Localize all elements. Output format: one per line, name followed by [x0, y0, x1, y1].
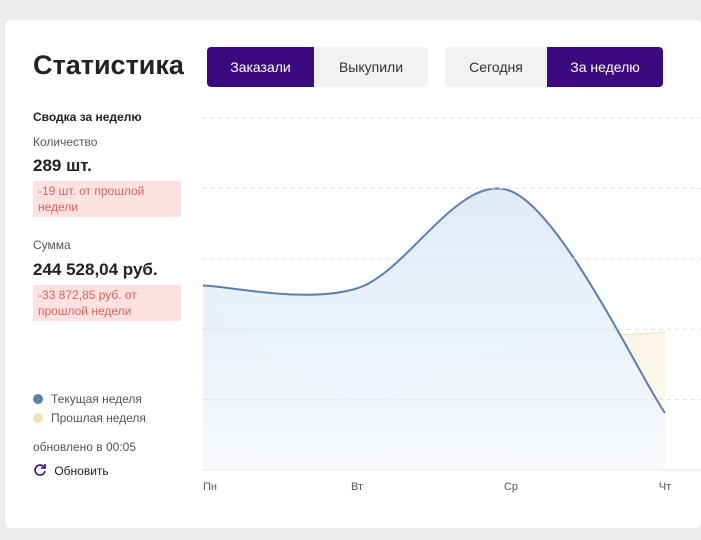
- toggle-bought[interactable]: Выкупили: [314, 47, 428, 87]
- sum-diff: -33 872,85 руб. от прошлой недели: [33, 285, 181, 321]
- legend-label: Текущая неделя: [51, 392, 142, 406]
- updated-text: обновлено в 00:05: [33, 440, 136, 454]
- count-diff: -19 шт. от прошлой недели: [33, 181, 181, 217]
- x-tick-label: Пн: [203, 481, 217, 493]
- toggle-week[interactable]: За неделю: [547, 47, 663, 87]
- x-tick-label: Ср: [504, 481, 518, 493]
- toggle-ordered[interactable]: Заказали: [207, 47, 314, 87]
- legend-label: Прошлая неделя: [51, 411, 146, 425]
- count-value: 289 шт.: [33, 156, 92, 175]
- title: Статистика: [33, 50, 184, 80]
- legend-item: Прошлая неделя: [33, 411, 146, 425]
- line: [203, 187, 666, 414]
- legend-item: Текущая неделя: [33, 392, 142, 406]
- sum-label: Сумма: [33, 238, 71, 252]
- toggle-today[interactable]: Сегодня: [445, 47, 547, 87]
- sum-value: 244 528,04 руб.: [33, 260, 158, 279]
- legend-swatch: [33, 413, 43, 423]
- refresh-icon: [34, 464, 46, 476]
- x-tick-label: Чт: [659, 481, 671, 493]
- x-tick-label: Вт: [351, 481, 363, 493]
- refresh-button[interactable]: Обновить: [33, 463, 109, 478]
- count-label: Количество: [33, 135, 98, 149]
- refresh-label: Обновить: [54, 464, 109, 478]
- summary-heading: Сводка за неделю: [33, 110, 142, 124]
- legend-swatch: [33, 394, 43, 404]
